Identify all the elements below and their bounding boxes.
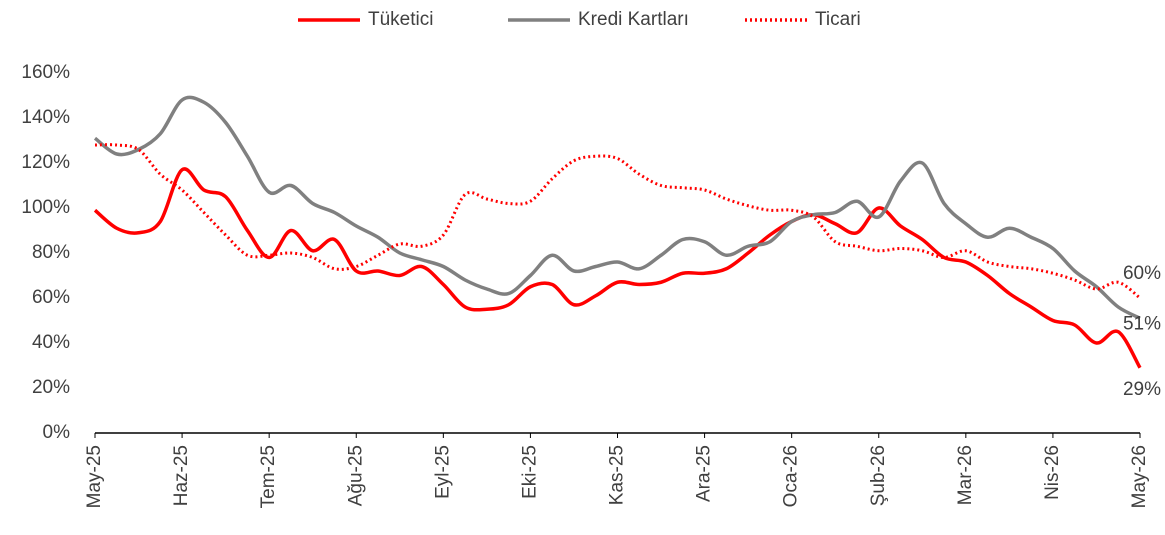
x-tick-label: Şub-26 <box>868 445 889 506</box>
legend-label: Ticari <box>815 9 861 30</box>
legend-label: Tüketici <box>368 9 433 30</box>
x-tick-label: May-26 <box>1129 445 1150 508</box>
y-tick-label: 20% <box>32 377 70 398</box>
x-tick-label: May-25 <box>84 445 105 508</box>
y-tick-label: 40% <box>32 332 70 353</box>
x-tick-label: Mar-26 <box>955 445 976 505</box>
data-label: 29% <box>1123 379 1161 400</box>
legend-label: Kredi Kartları <box>578 9 689 30</box>
y-tick-label: 120% <box>21 152 70 173</box>
x-tick-label: Eyl-25 <box>432 445 453 499</box>
series-line <box>94 143 1141 300</box>
x-tick-label: Ara-25 <box>694 445 715 502</box>
series-line <box>93 95 1141 320</box>
y-tick-label: 80% <box>32 242 70 263</box>
y-tick-label: 0% <box>43 422 71 443</box>
x-tick-label: Oca-26 <box>781 445 802 507</box>
y-tick-label: 140% <box>21 107 70 128</box>
data-label: 60% <box>1123 263 1161 284</box>
data-label: 51% <box>1123 313 1161 334</box>
series-line <box>93 167 1142 369</box>
y-tick-label: 160% <box>21 62 70 83</box>
x-tick-label: Haz-25 <box>171 445 192 506</box>
y-tick-label: 60% <box>32 287 70 308</box>
x-tick-label: Kas-25 <box>607 445 628 505</box>
x-tick-label: Nis-26 <box>1042 445 1063 500</box>
x-tick-label: Eki-25 <box>519 445 540 499</box>
x-tick-label: Ağu-25 <box>345 445 366 506</box>
x-tick-label: Tem-25 <box>258 445 279 508</box>
y-tick-label: 100% <box>21 197 70 218</box>
